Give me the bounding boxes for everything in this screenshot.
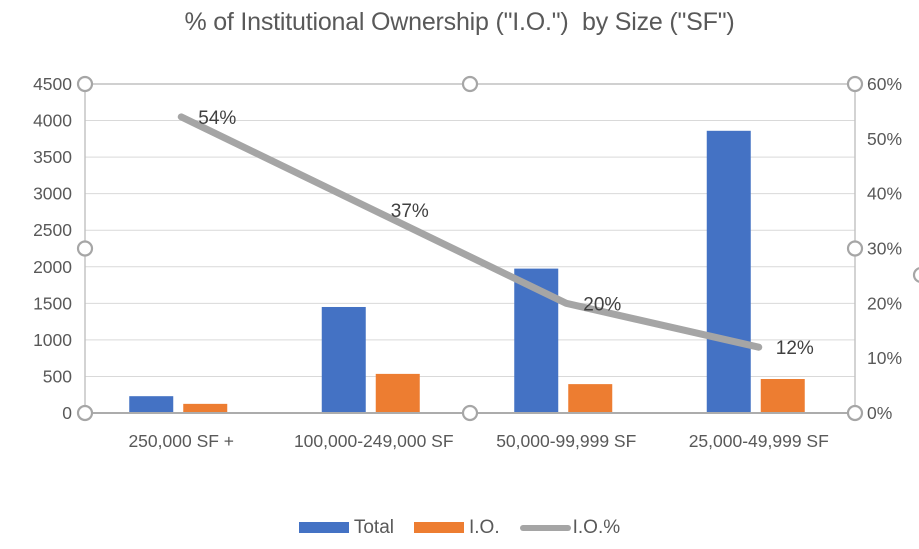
left-axis-tick-2500: 2500 [33, 220, 72, 240]
legend-label: Total [353, 517, 394, 538]
selection-handle[interactable] [461, 404, 479, 422]
data-label-37pct: 37% [391, 201, 429, 222]
selection-handle[interactable] [76, 404, 94, 422]
right-axis-tick-30pct: 30% [867, 239, 902, 259]
category-label-2: 100,000-249,000 SF [294, 431, 454, 451]
total-bar-4[interactable] [706, 130, 751, 413]
left-axis-tick-3000: 3000 [33, 184, 72, 204]
legend-item-total[interactable]: Total [298, 517, 394, 538]
io-bar-3[interactable] [568, 384, 613, 413]
selection-handle[interactable] [846, 75, 864, 93]
legend-color-swatch [414, 522, 464, 533]
left-axis-tick-500: 500 [43, 366, 72, 386]
chart-edge-handle[interactable] [912, 267, 919, 283]
data-label-20pct: 20% [583, 294, 621, 315]
chart-title[interactable]: % of Institutional Ownership ("I.O.") by… [184, 8, 735, 36]
left-axis-tick-2000: 2000 [33, 257, 72, 277]
left-axis-tick-1000: 1000 [33, 330, 72, 350]
selection-handle[interactable] [461, 75, 479, 93]
left-axis-tick-4500: 4500 [33, 74, 72, 94]
selection-handle[interactable] [846, 404, 864, 422]
right-axis-tick-40pct: 40% [867, 184, 902, 204]
left-axis-tick-0: 0 [62, 403, 72, 423]
legend-color-swatch [298, 522, 349, 533]
io-bar-2[interactable] [375, 373, 420, 413]
right-axis-tick-0pct: 0% [867, 403, 892, 423]
legend-label: I.O. [469, 517, 500, 538]
category-label-3: 50,000-99,999 SF [496, 431, 636, 451]
legend-label: I.O.% [572, 517, 621, 538]
legend-item-io[interactable]: I.O. [414, 518, 500, 537]
left-axis-tick-1500: 1500 [33, 293, 72, 313]
selection-handle[interactable] [76, 75, 94, 93]
right-axis-tick-10pct: 10% [867, 348, 902, 368]
left-axis-tick-3500: 3500 [33, 147, 72, 167]
right-axis-tick-50pct: 50% [867, 129, 902, 149]
category-label-1: 250,000 SF + [128, 431, 234, 451]
selection-handle[interactable] [76, 240, 94, 257]
io-bar-1[interactable] [183, 403, 228, 413]
data-label-12pct: 12% [776, 338, 814, 359]
legend-item-iopct[interactable]: I.O.% [519, 517, 621, 538]
left-axis-tick-4000: 4000 [33, 111, 72, 131]
category-label-4: 25,000-49,999 SF [689, 431, 829, 451]
right-axis-tick-20pct: 20% [867, 293, 902, 313]
data-label-54pct: 54% [198, 108, 236, 129]
right-axis-tick-60pct: 60% [867, 74, 902, 94]
legend-line-swatch [519, 524, 571, 531]
total-bar-2[interactable] [321, 306, 366, 413]
selection-handle[interactable] [846, 240, 864, 257]
legend[interactable]: Total I.O. I.O.% [0, 518, 919, 537]
total-bar-1[interactable] [129, 396, 174, 413]
io-bar-4[interactable] [760, 379, 805, 413]
io-percent-line[interactable] [177, 113, 763, 351]
